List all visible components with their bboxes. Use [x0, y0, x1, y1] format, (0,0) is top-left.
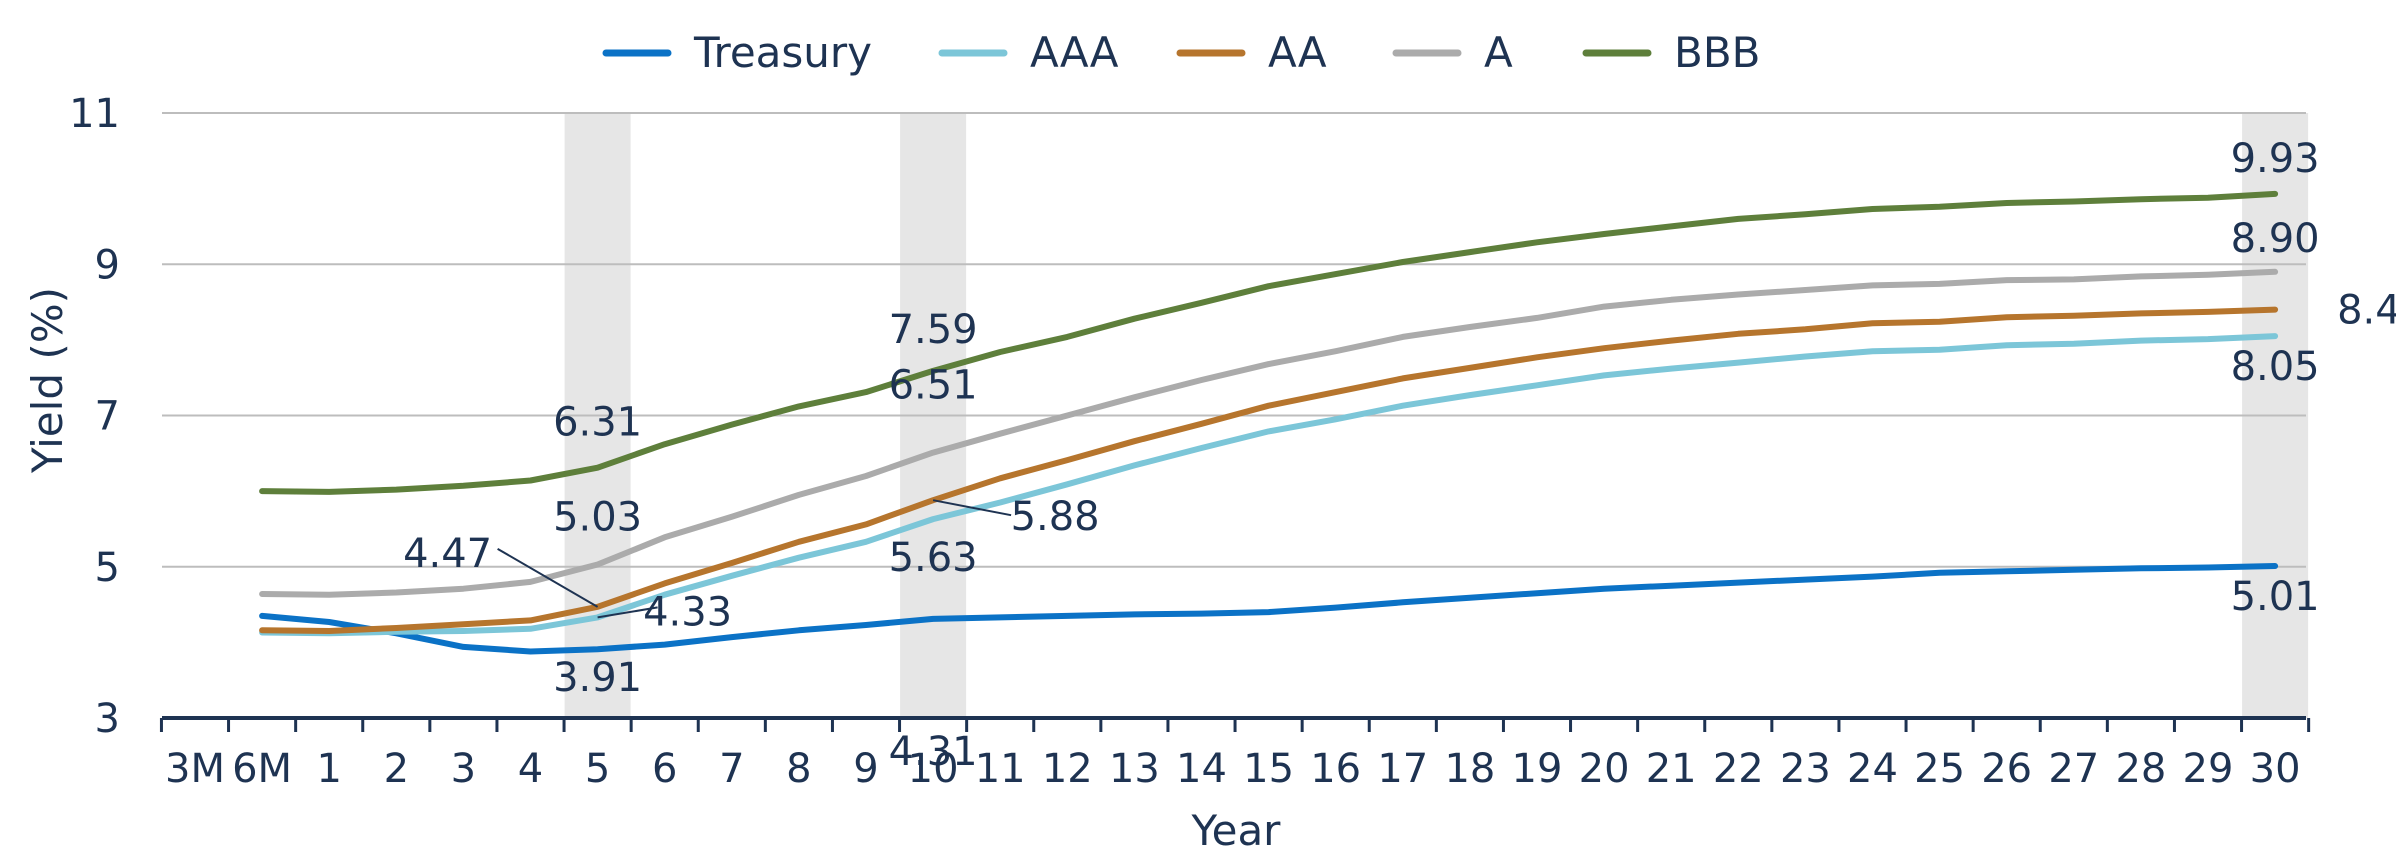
legend-label-bbb: BBB — [1674, 28, 1760, 77]
x-tick-label: 10 — [908, 746, 959, 792]
x-tick-label: 6 — [652, 746, 677, 792]
x-axis-title: Year — [1191, 806, 1282, 855]
x-tick-label: 12 — [1042, 746, 1093, 792]
data-label: 5.03 — [553, 494, 642, 540]
data-label: 8.05 — [2231, 344, 2320, 390]
annotation-leader — [932, 499, 1012, 517]
legend-label-a: A — [1484, 28, 1513, 77]
data-label: 9.93 — [2231, 136, 2320, 182]
x-tick-label: 22 — [1713, 746, 1764, 792]
x-tick-label: 21 — [1646, 746, 1697, 792]
data-labels: 3.914.33 4.47 5.03 6.31 4.31 5.63 5.88 6.51 7.59… — [403, 136, 2396, 775]
x-tick-label: 28 — [2115, 746, 2166, 792]
y-tick-label: 9 — [95, 242, 120, 288]
legend-label-treasury: Treasury — [693, 28, 872, 77]
x-tick-label: 11 — [975, 746, 1026, 792]
y-tick-label: 7 — [95, 394, 120, 440]
x-tick-label: 15 — [1243, 746, 1294, 792]
data-label: 5.01 — [2231, 574, 2320, 620]
x-tick-label: 17 — [1377, 746, 1428, 792]
x-tick-label: 27 — [2048, 746, 2099, 792]
x-tick-label: 26 — [1981, 746, 2032, 792]
series-line-aaa — [259, 333, 2279, 637]
series-line-treasury — [259, 563, 2279, 655]
x-tick-label: 24 — [1847, 746, 1898, 792]
x-tick-label: 8 — [786, 746, 811, 792]
x-tick-label: 19 — [1512, 746, 1563, 792]
data-label: 8.90 — [2231, 216, 2320, 262]
x-tick-label: 16 — [1310, 746, 1361, 792]
series-line-aa — [259, 306, 2279, 634]
annotation-leader — [497, 547, 599, 608]
gridlines — [162, 112, 2306, 568]
data-label: 3.91 — [553, 655, 642, 701]
data-label: 5.88 — [1011, 494, 1100, 540]
x-tick-label: 7 — [719, 746, 744, 792]
data-label: 6.31 — [553, 400, 642, 446]
x-tick-label: 18 — [1444, 746, 1495, 792]
data-label: 4.33 — [643, 589, 732, 635]
legend-label-aa: AA — [1268, 28, 1327, 77]
x-tick-label: 1 — [316, 746, 341, 792]
data-label: 4.47 — [403, 531, 492, 577]
x-tick-label: 3M — [165, 746, 225, 792]
x-tick-label: 29 — [2183, 746, 2234, 792]
legend: Treasury AAA AA A BBB — [602, 28, 1760, 77]
x-tick-label: 30 — [2250, 746, 2301, 792]
x-tick-label: 9 — [853, 746, 878, 792]
data-label: 5.63 — [889, 535, 978, 581]
x-tick-label: 2 — [384, 746, 409, 792]
y-axis-title: Yield (%) — [23, 287, 72, 474]
x-tick-label: 20 — [1579, 746, 1630, 792]
x-tick-label: 4 — [518, 746, 543, 792]
x-tick-label: 14 — [1176, 746, 1227, 792]
x-tick-label: 13 — [1109, 746, 1160, 792]
series-line-bbb — [259, 190, 2279, 495]
series-line-a — [259, 268, 2279, 598]
data-label: 6.51 — [889, 363, 978, 409]
legend-label-aaa: AAA — [1030, 28, 1119, 77]
y-tick-label: 5 — [95, 545, 120, 591]
x-tick-label: 23 — [1780, 746, 1831, 792]
x-tick-label: 6M — [232, 746, 292, 792]
x-tick-label: 5 — [585, 746, 610, 792]
annotation-leader — [597, 606, 658, 619]
data-label: 8.40 — [2337, 288, 2396, 334]
x-tick-label: 3 — [451, 746, 476, 792]
y-tick-label: 3 — [95, 696, 120, 742]
data-label: 7.59 — [889, 307, 978, 353]
data-label: 4.31 — [889, 729, 978, 775]
y-tick-label: 11 — [69, 91, 120, 137]
x-tick-label: 25 — [1914, 746, 1965, 792]
